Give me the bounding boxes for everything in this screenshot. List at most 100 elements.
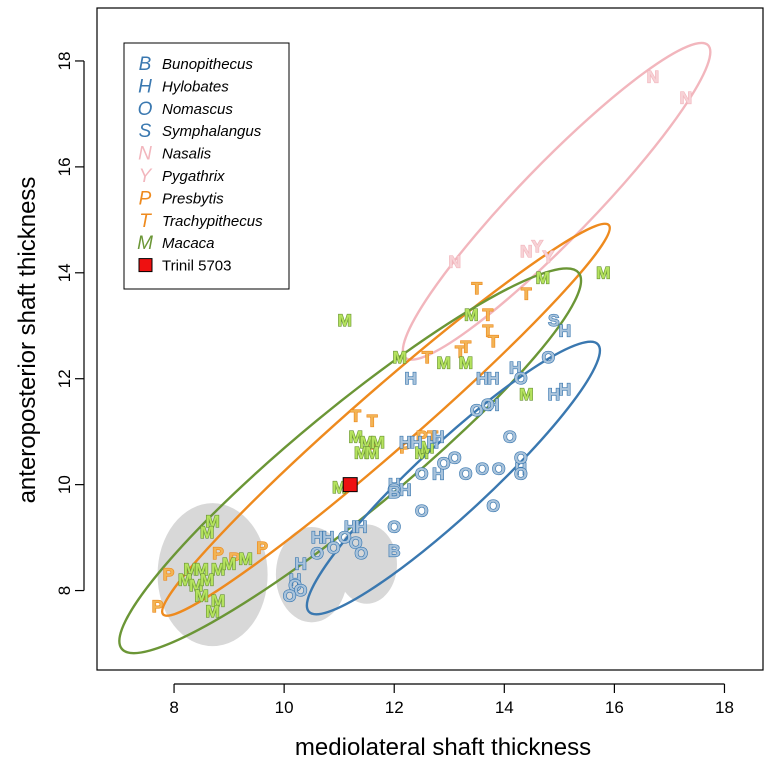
point-bunopithecus-1: B xyxy=(388,541,400,560)
point-hylobates-3: H xyxy=(487,369,499,388)
point-hylobates-14: H xyxy=(399,480,411,499)
point-hylobates-13: H xyxy=(388,475,400,494)
point-trachypithecus-4: T xyxy=(422,348,433,367)
y-tick-label-14: 14 xyxy=(55,263,74,282)
point-nasalis-2: N xyxy=(449,253,461,272)
legend-symbol-bunopithecus: B xyxy=(139,54,152,75)
ellipse-gibbon xyxy=(305,340,602,616)
point-nomascus-22: O xyxy=(289,576,302,595)
point-hylobates-10: H xyxy=(427,433,439,452)
x-tick-label-14: 14 xyxy=(495,698,514,717)
point-macaca-1: M xyxy=(596,263,610,282)
point-hylobates-16: H xyxy=(355,518,367,537)
point-presbytis-6: P xyxy=(400,438,411,457)
point-hylobates-6: H xyxy=(559,380,571,399)
legend-symbol-presbytis: P xyxy=(139,188,152,209)
point-macaca-21: M xyxy=(222,555,236,574)
legend-label-nasalis: Nasalis xyxy=(162,146,212,163)
point-hylobates-21: H xyxy=(515,459,527,478)
point-hylobates-2: H xyxy=(476,369,488,388)
point-nomascus-16: O xyxy=(487,496,500,515)
point-nasalis-1: N xyxy=(680,89,692,108)
point-trinil-5703 xyxy=(342,477,358,493)
point-hylobates-19: H xyxy=(295,555,307,574)
point-hylobates-7: H xyxy=(487,396,499,415)
point-macaca-17: M xyxy=(200,523,214,542)
point-trachypithecus-0: T xyxy=(472,279,483,298)
point-nomascus-14: O xyxy=(388,518,401,537)
y-axis-title: anteroposterior shaft thickness xyxy=(14,177,41,504)
point-macaca-5: M xyxy=(437,353,451,372)
legend-box xyxy=(123,42,290,290)
legend-label-trinil-5703: Trinil 5703 xyxy=(162,258,231,275)
point-nasalis-0: N xyxy=(647,67,659,86)
point-nomascus-20: O xyxy=(355,544,368,563)
y-axis: 8 10 12 14 16 18 xyxy=(55,51,85,595)
point-macaca-18: M xyxy=(183,560,197,579)
point-hylobates-20: H xyxy=(289,570,301,589)
legend-label-nomascus: Nomascus xyxy=(162,101,233,118)
y-tick-label-10: 10 xyxy=(55,475,74,494)
point-trachypithecus-10: T xyxy=(428,427,439,446)
x-tick-label-8: 8 xyxy=(169,698,178,717)
point-presbytis-4: P xyxy=(229,549,240,568)
legend-symbol-trinil-5703 xyxy=(138,258,153,273)
legend-label-presbytis: Presbytis xyxy=(162,190,224,207)
point-macaca-23: M xyxy=(178,570,192,589)
legend-symbol-macaca: M xyxy=(137,233,153,254)
y-tick-label-18: 18 xyxy=(55,51,74,70)
point-nomascus-1: O xyxy=(514,369,527,388)
ellipse-colobine-orange xyxy=(160,222,611,617)
point-symphalangus-0: S xyxy=(548,311,559,330)
point-trachypithecus-1: T xyxy=(483,306,494,325)
x-tick-label-10: 10 xyxy=(275,698,294,717)
legend: B Bunopithecus H Hylobates O Nomascus S Symphal… xyxy=(123,42,290,290)
point-hylobates-17: H xyxy=(311,528,323,547)
point-presbytis-1: P xyxy=(163,565,174,584)
point-nasalis-3: N xyxy=(520,242,532,261)
shaded-region-2 xyxy=(336,524,397,604)
point-trachypithecus-9: T xyxy=(367,412,378,431)
legend-symbol-nomascus: O xyxy=(138,99,153,120)
point-trachypithecus-8: T xyxy=(350,406,361,425)
point-macaca-27: M xyxy=(211,592,225,611)
point-hylobates-4: H xyxy=(509,359,521,378)
point-nomascus-18: O xyxy=(349,533,362,552)
point-trachypithecus-6: T xyxy=(461,337,472,356)
point-nomascus-10: O xyxy=(448,449,461,468)
point-nomascus-0: O xyxy=(542,348,555,367)
ellipse-colobine-pink xyxy=(401,41,712,361)
point-macaca-7: M xyxy=(519,385,533,404)
point-macaca-9: M xyxy=(360,433,374,452)
point-macaca-12: M xyxy=(365,443,379,462)
point-trachypithecus-3: T xyxy=(521,284,532,303)
y-tick-label-12: 12 xyxy=(55,369,74,388)
point-nomascus-12: O xyxy=(415,465,428,484)
point-nomascus-21: O xyxy=(311,544,324,563)
point-nomascus-5: O xyxy=(514,449,527,468)
point-macaca-6: M xyxy=(459,353,473,372)
point-hylobates-12: H xyxy=(432,465,444,484)
point-nomascus-6: O xyxy=(514,465,527,484)
legend-label-macaca: Macaca xyxy=(162,235,215,252)
point-nomascus-2: O xyxy=(470,401,483,420)
point-macaca-13: M xyxy=(415,443,429,462)
point-macaca-26: M xyxy=(194,586,208,605)
point-macaca-28: M xyxy=(206,602,220,621)
point-nomascus-19: O xyxy=(327,539,340,558)
point-macaca-4: M xyxy=(393,348,407,367)
legend-symbol-hylobates: H xyxy=(138,76,152,97)
point-nomascus-3: O xyxy=(481,396,494,415)
point-hylobates-18: H xyxy=(322,528,334,547)
point-trachypithecus-5: T xyxy=(455,343,466,362)
point-macaca-3: M xyxy=(464,306,478,325)
legend-symbol-symphalangus: S xyxy=(139,121,152,142)
point-nomascus-7: O xyxy=(476,459,489,478)
plot-frame xyxy=(96,7,764,671)
point-macaca-11: M xyxy=(354,443,368,462)
point-hylobates-8: H xyxy=(399,433,411,452)
point-nomascus-23: O xyxy=(294,581,307,600)
confidence-ellipses xyxy=(118,41,712,655)
point-pygathrix-1: Y xyxy=(543,247,555,266)
point-presbytis-0: P xyxy=(152,597,163,616)
